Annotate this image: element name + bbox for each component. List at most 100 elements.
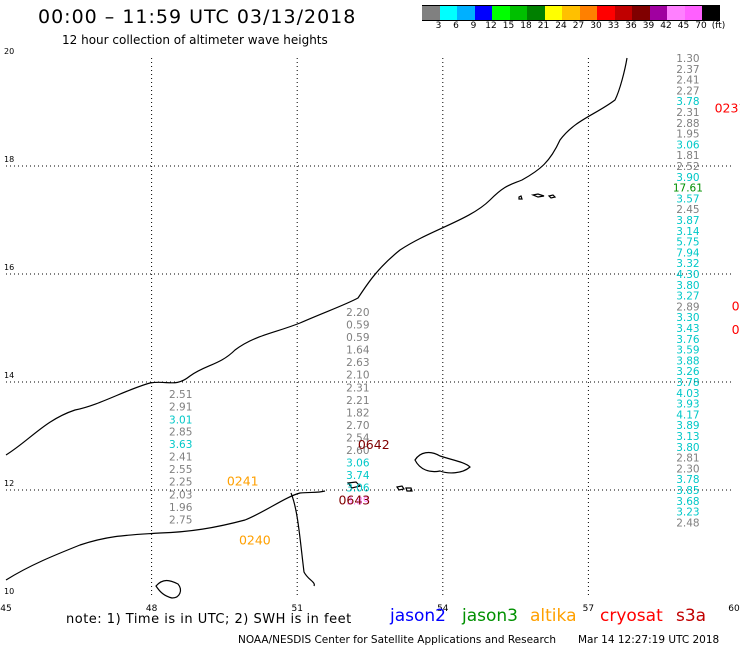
coastline — [5, 57, 628, 599]
swh-value: 2.21 — [346, 395, 369, 407]
swh-value: 2.10 — [346, 370, 369, 382]
swh-value: 2.89 — [676, 301, 699, 313]
swh-value: 3.63 — [169, 439, 192, 451]
island-north-2 — [530, 193, 545, 198]
satellite-name-jason2: jason2 — [390, 606, 446, 626]
swh-value: 4.30 — [676, 269, 699, 281]
swh-value: 3.01 — [169, 414, 192, 426]
legend-label: (ft) — [711, 21, 726, 31]
swh-value: 2.52 — [676, 161, 699, 173]
credit-text: NOAA/NESDIS Center for Satellite Applica… — [238, 634, 556, 646]
swh-value: 2.37 — [676, 64, 699, 76]
legend-swatch — [649, 5, 667, 21]
swh-value: 2.60 — [346, 445, 369, 457]
x-tick-label: 51 — [291, 604, 302, 614]
units-note: note: 1) Time is in UTC; 2) SWH is in fe… — [66, 612, 352, 627]
legend-label: 39 — [642, 21, 655, 31]
legend-swatch — [632, 5, 650, 21]
swh-value: 2.30 — [676, 463, 699, 475]
swh-value: 2.20 — [346, 307, 369, 319]
swh-value: 3.43 — [676, 323, 699, 335]
swh-value: 2.41 — [676, 75, 699, 87]
swh-value: 1.96 — [169, 502, 193, 514]
legend-label: 3 — [435, 21, 442, 31]
pass-time-label: 0240 — [239, 533, 271, 548]
swh-value: 5.75 — [676, 237, 699, 249]
swh-value: 3.74 — [346, 470, 370, 482]
swh-value: 3.59 — [676, 345, 699, 357]
legend-label: 24 — [555, 21, 567, 31]
swh-value: 3.06 — [346, 483, 370, 495]
island-north-3 — [547, 194, 557, 199]
satellite-name-jason3: jason3 — [462, 606, 518, 626]
island-small-1 — [346, 481, 362, 489]
swh-value: 3.80 — [676, 280, 699, 292]
pass-time-label: 0241 — [227, 473, 259, 488]
swh-value: 2.75 — [169, 514, 192, 526]
swh-value: 3.87 — [676, 215, 699, 227]
swh-value: 2.51 — [169, 389, 192, 401]
legend-label: 6 — [453, 21, 459, 31]
map-subtitle: 12 hour collection of altimeter wave hei… — [62, 33, 328, 47]
swh-value: 3.78 — [676, 377, 699, 389]
swh-value: 1.64 — [346, 345, 370, 357]
legend-label: 21 — [537, 21, 550, 31]
swh-value: 1.30 — [676, 53, 699, 65]
pass-time-label: 0642 — [358, 437, 390, 452]
legend-swatch — [492, 5, 510, 21]
swh-value: 2.03 — [169, 489, 192, 501]
pass-time-label: 0231 — [715, 101, 740, 116]
swh-value: 0.59 — [346, 332, 369, 344]
x-tick-label: 48 — [146, 604, 158, 614]
legend-swatch — [422, 5, 440, 21]
swh-value: 2.31 — [676, 107, 699, 119]
island-small-2 — [396, 485, 405, 491]
y-tick-label: 14 — [4, 371, 14, 380]
legend-swatch — [544, 5, 562, 21]
y-tick-label: 18 — [4, 155, 14, 164]
coastline-bay — [290, 492, 315, 587]
swh-value: 2.48 — [676, 517, 699, 529]
swh-value: 3.80 — [676, 442, 699, 454]
swh-value: 1.81 — [676, 150, 699, 162]
swh-value: 17.61 — [673, 183, 703, 195]
swh-value: 2.25 — [169, 477, 192, 489]
swh-value: 2.88 — [676, 118, 699, 130]
satellite-name-cryosat: cryosat — [600, 606, 663, 626]
swh-value: 3.30 — [676, 312, 699, 324]
y-tick-label: 12 — [4, 479, 14, 488]
graticule — [6, 58, 734, 598]
legend-label: 45 — [677, 21, 690, 31]
legend-label: 33 — [607, 21, 620, 31]
legend-swatch — [457, 5, 475, 21]
swh-value: 2.70 — [346, 420, 369, 432]
legend-label: 12 — [485, 21, 497, 31]
swh-value: 1.95 — [676, 129, 699, 141]
legend-swatch — [474, 5, 492, 21]
satellite-name-altika: altika — [530, 606, 577, 626]
color-legend-labels: 3 6 9 12 15 18 21 24 27 30 33 36 39 42 45 70 (ft) — [422, 21, 740, 33]
swh-value: 2.55 — [169, 464, 192, 476]
x-tick-label: 60 — [728, 604, 740, 614]
satellite-name-s3a: s3a — [676, 606, 707, 626]
legend-swatch — [614, 5, 632, 21]
legend-label: 18 — [520, 21, 532, 31]
legend-label: 27 — [572, 21, 585, 31]
legend-swatch — [579, 5, 597, 21]
map-title: 00:00 – 11:59 UTC 03/13/2018 — [38, 6, 357, 28]
legend-swatch — [527, 5, 545, 21]
swh-value: 3.68 — [676, 496, 699, 508]
legend-swatch — [597, 5, 615, 21]
island-large — [414, 451, 471, 474]
swh-value: 1.82 — [346, 407, 369, 419]
swh-value: 4.17 — [676, 409, 699, 421]
color-legend — [422, 5, 720, 21]
swh-value: 0.59 — [346, 319, 369, 331]
legend-label: 42 — [660, 21, 672, 31]
swh-value: 2.41 — [169, 452, 192, 464]
swh-value: 3.89 — [676, 420, 699, 432]
swh-value: 3.89 — [346, 495, 369, 507]
legend-label: 36 — [625, 21, 637, 31]
